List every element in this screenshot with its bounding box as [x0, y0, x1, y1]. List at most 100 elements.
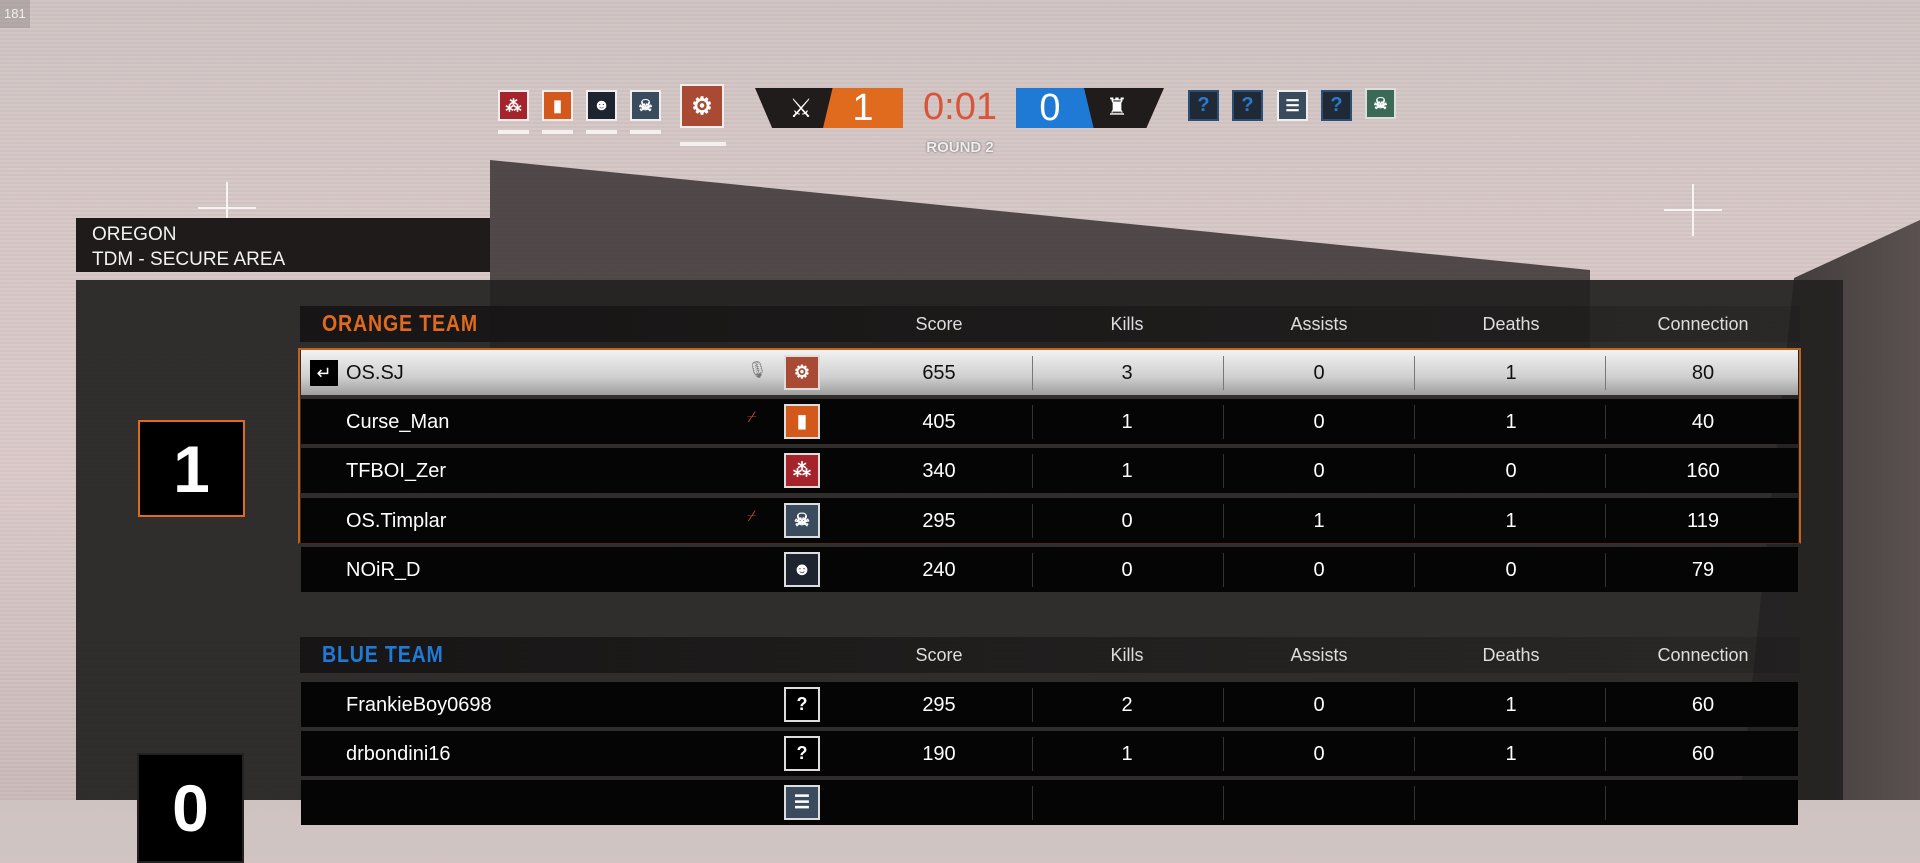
column-header-score: Score [915, 645, 963, 665]
player-row[interactable]: Curse_Man ⌿ ▮ 405 1 0 1 40 [301, 399, 1798, 444]
column-header-score: Score [915, 314, 963, 334]
enter-icon: ↵ [310, 360, 338, 386]
column-header-assists: Assists [1290, 645, 1348, 665]
fps-counter: 181 [0, 0, 30, 28]
column-divider [1414, 454, 1415, 488]
player-name[interactable]: OS.SJ [346, 362, 404, 384]
player-row[interactable]: ☰ [301, 780, 1798, 825]
alive-bar [542, 130, 573, 134]
player-name[interactable]: Curse_Man [346, 411, 450, 433]
question-icon: ? [1232, 90, 1263, 121]
player-row[interactable]: TFBOI_Zer ⁂ 340 1 0 0 160 [301, 448, 1798, 493]
column-divider [1605, 454, 1606, 488]
player-name[interactable]: OS.Timplar [346, 510, 447, 532]
column-header-connection: Connection [1657, 645, 1749, 665]
stat-deaths: 0 [1505, 460, 1517, 482]
orange-rounds-won: 1 [138, 420, 245, 517]
player-row[interactable]: FrankieBoy0698? 295 2 0 1 60 [301, 682, 1798, 727]
stat-connection: 60 [1691, 694, 1715, 716]
player-name[interactable]: drbondini16 [346, 743, 451, 765]
map-name: OREGON [92, 224, 177, 245]
column-divider [1032, 405, 1033, 439]
column-divider [1414, 356, 1415, 390]
player-row[interactable]: ↵ OS.SJ 🎙 ⚙ 655 3 0 1 80 [301, 350, 1798, 395]
round-label: ROUND 2 [926, 139, 994, 156]
stat-connection: 79 [1691, 559, 1715, 581]
stat-assists: 0 [1313, 694, 1325, 716]
stat-kills: 0 [1121, 510, 1133, 532]
blue-team-header: BLUE TEAM [300, 637, 1800, 673]
stat-kills: 1 [1121, 743, 1133, 765]
skull-signal-icon: ☠ [630, 90, 661, 121]
stat-assists: 0 [1313, 362, 1325, 384]
column-divider [1032, 553, 1033, 587]
player-name[interactable]: TFBOI_Zer [346, 460, 447, 482]
stat-score: 295 [922, 510, 956, 532]
game-mode: TDM - SECURE AREA [92, 249, 286, 270]
cluster-charge-icon: ⁂ [784, 453, 820, 488]
column-divider [1032, 688, 1033, 722]
stat-kills: 1 [1121, 460, 1133, 482]
column-divider [1032, 737, 1033, 771]
column-divider [1223, 786, 1224, 820]
column-divider [1414, 504, 1415, 538]
armor-vest-icon: ☰ [784, 785, 820, 820]
muted-mic-icon[interactable]: ⌿ [747, 508, 757, 525]
question-icon: ? [784, 687, 820, 722]
crosshair-icon [1664, 184, 1722, 236]
player-name[interactable]: FrankieBoy0698 [346, 694, 492, 716]
armor-vest-icon: ☰ [1277, 90, 1308, 121]
orange-team-border [298, 348, 1801, 544]
stat-connection: 119 [1687, 510, 1719, 532]
stat-deaths: 0 [1505, 559, 1517, 581]
monster-face-icon: ☠ [1365, 88, 1396, 119]
stat-deaths: 1 [1505, 411, 1517, 433]
stat-assists: 0 [1313, 743, 1325, 765]
stat-score: 240 [922, 559, 956, 581]
stat-score: 655 [922, 362, 956, 384]
column-divider [1414, 688, 1415, 722]
stat-assists: 0 [1313, 460, 1325, 482]
player-name[interactable]: NOiR_D [346, 559, 421, 581]
stat-deaths: 1 [1505, 362, 1517, 384]
column-divider [1032, 356, 1033, 390]
stat-score: 405 [922, 411, 956, 433]
mic-icon[interactable]: 🎙 [747, 362, 768, 379]
stat-kills: 3 [1121, 362, 1133, 384]
column-divider [1032, 786, 1033, 820]
player-row[interactable]: OS.Timplar ⌿ ☠ 295 0 1 1 119 [301, 498, 1798, 543]
alive-bar [630, 130, 661, 134]
stat-deaths: 1 [1505, 743, 1517, 765]
column-divider [1414, 405, 1415, 439]
stat-connection: 60 [1691, 743, 1715, 765]
team-name: BLUE TEAM [322, 641, 444, 667]
shield-icon: ▮ [542, 90, 573, 121]
column-divider [1223, 356, 1224, 390]
column-divider [1605, 405, 1606, 439]
gears-icon: ⚙ [680, 84, 724, 128]
stat-connection: 80 [1691, 362, 1715, 384]
column-divider [1605, 737, 1606, 771]
column-divider [1414, 786, 1415, 820]
player-row[interactable]: drbondini16? 190 1 0 1 60 [301, 731, 1798, 776]
alive-bar [498, 130, 529, 134]
column-divider [1223, 504, 1224, 538]
column-divider [1605, 504, 1606, 538]
column-header-kills: Kills [1110, 645, 1144, 665]
column-divider [1414, 737, 1415, 771]
question-icon: ? [1321, 90, 1352, 121]
column-header-deaths: Deaths [1482, 645, 1540, 665]
player-row[interactable]: NOiR_D ☻ 240 0 0 0 79 [301, 547, 1798, 592]
orange-team-header: ORANGE TEAM [300, 306, 1800, 342]
stat-deaths: 1 [1505, 510, 1517, 532]
muted-mic-icon[interactable]: ⌿ [747, 409, 757, 426]
stat-assists: 1 [1313, 510, 1325, 532]
orange-score: 1 [823, 88, 903, 128]
column-divider [1223, 737, 1224, 771]
cluster-charge-icon: ⁂ [498, 90, 529, 121]
alive-bar [680, 142, 726, 146]
beret-sunglasses-icon: ☻ [586, 90, 617, 121]
question-icon: ? [1188, 90, 1219, 121]
column-divider [1223, 454, 1224, 488]
stat-assists: 0 [1313, 411, 1325, 433]
